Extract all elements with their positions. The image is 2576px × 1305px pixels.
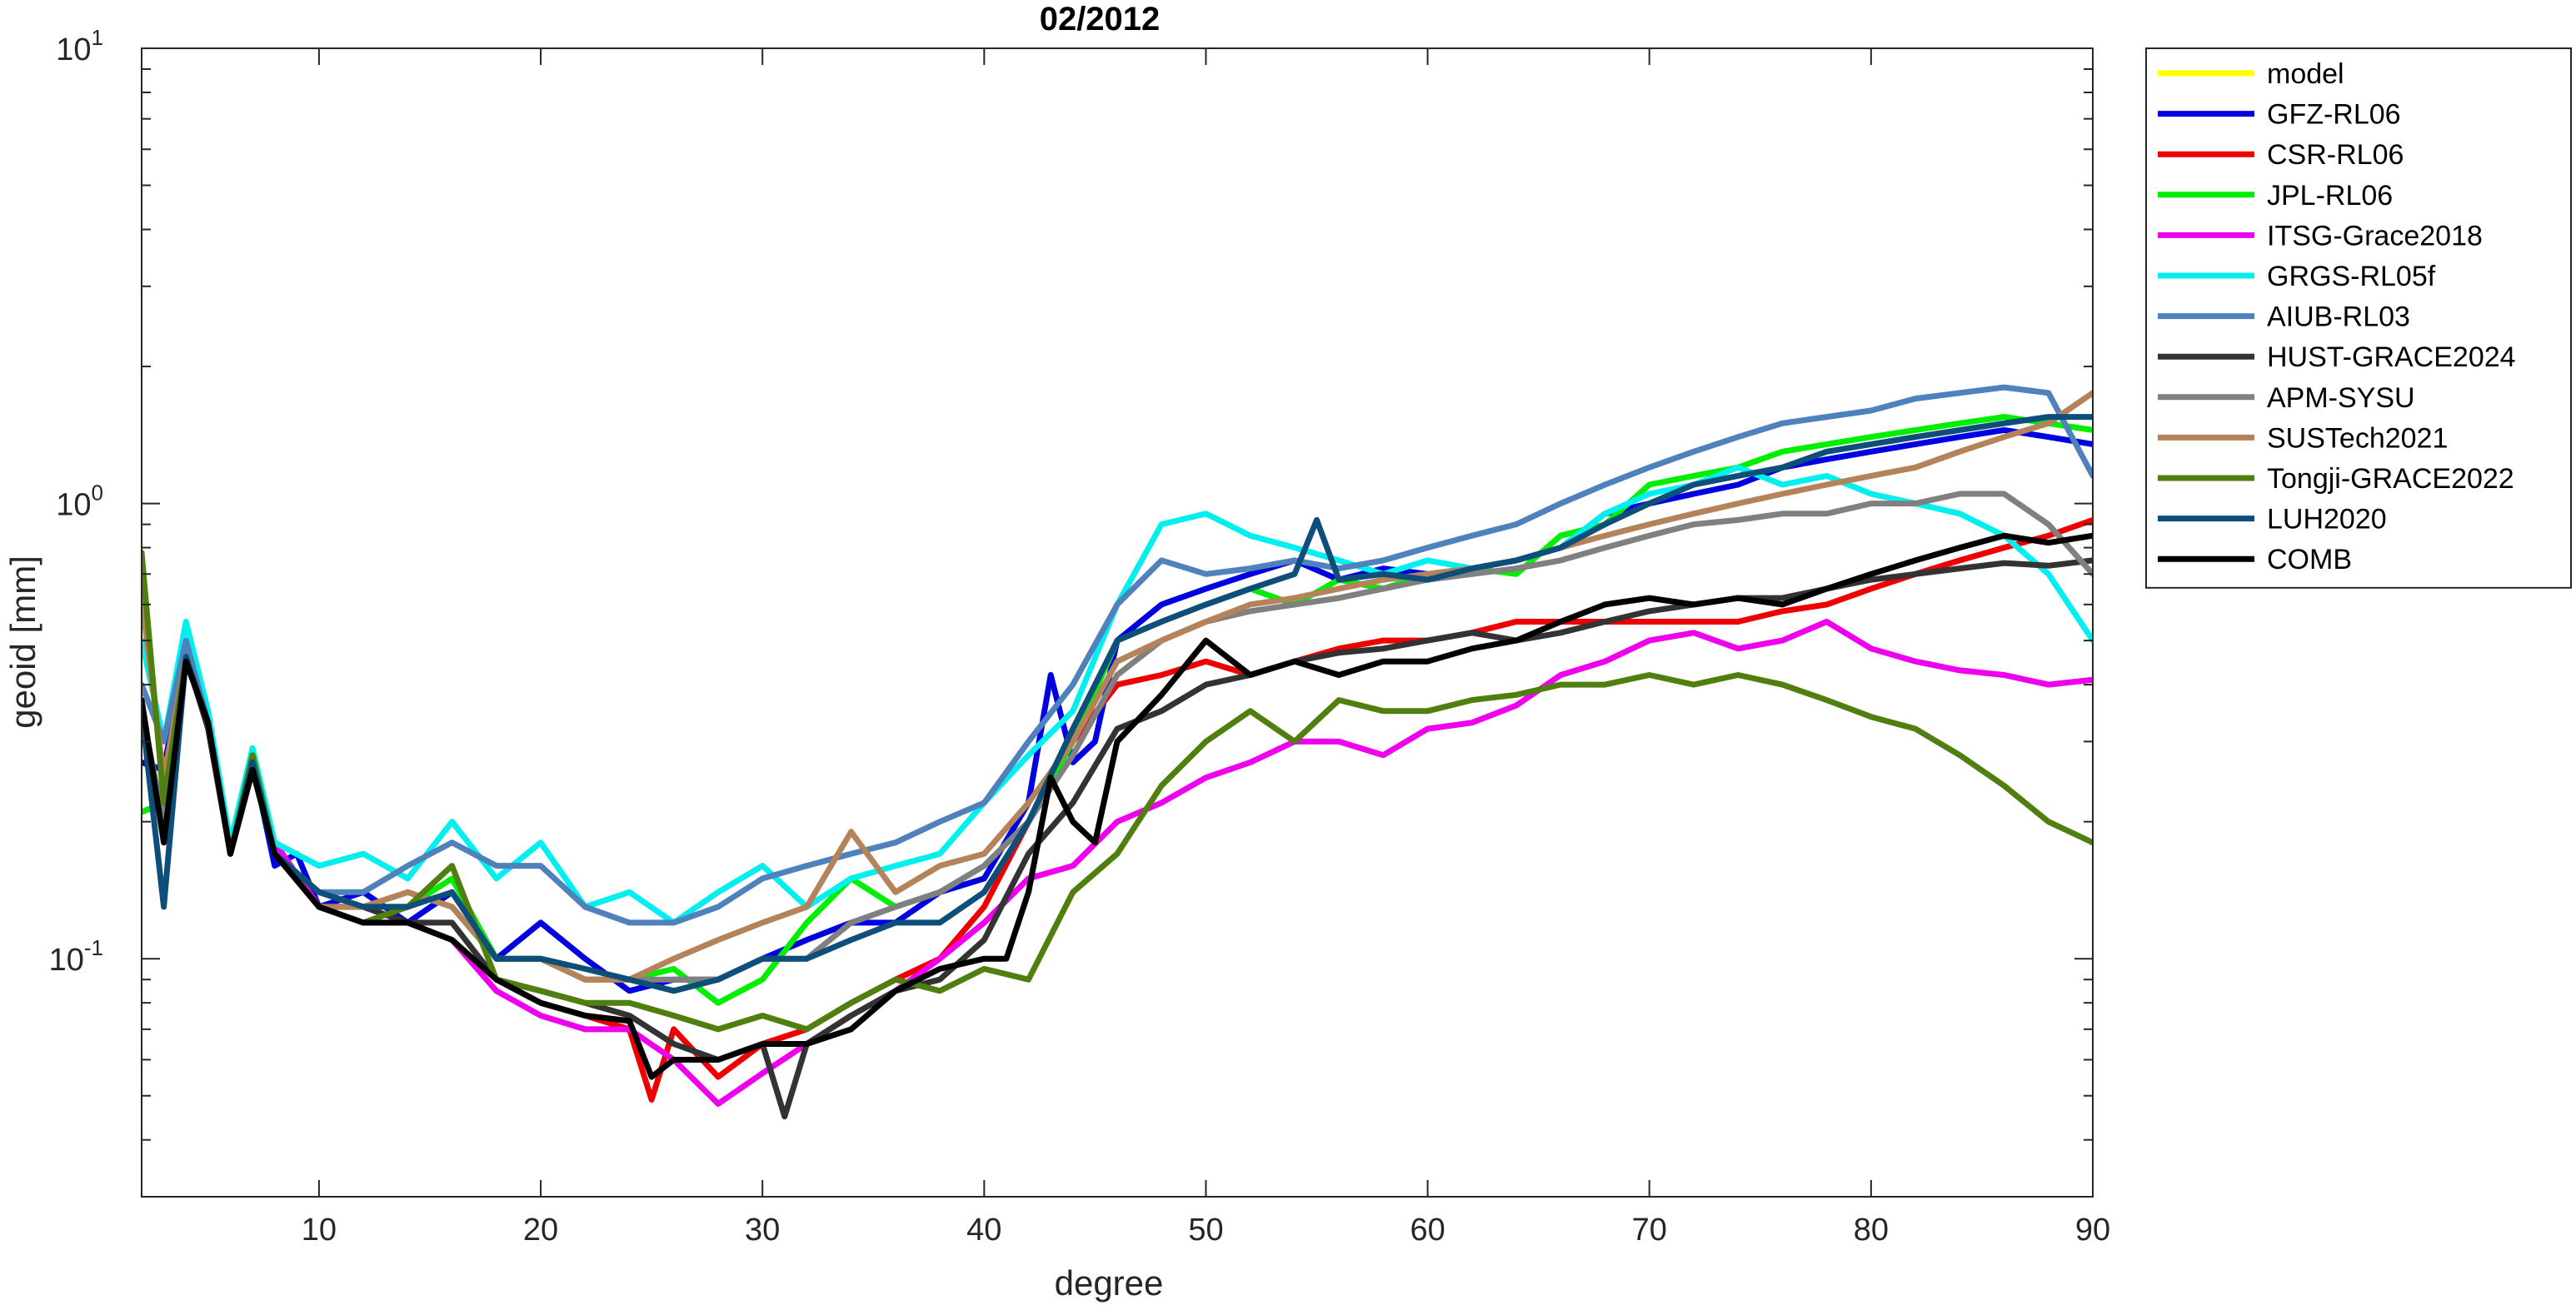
x-tick-label: 70 xyxy=(1632,1213,1667,1248)
legend-label-aiub-rl03: AIUB-RL03 xyxy=(2267,301,2410,333)
x-tick-label: 60 xyxy=(1410,1213,1445,1248)
legend-label-grgs-rl05f: GRGS-RL05f xyxy=(2267,261,2436,292)
x-tick-label: 20 xyxy=(523,1213,558,1248)
series-line-gfz-rl06 xyxy=(142,426,2093,994)
legend-label-hust-grace2024: HUST-GRACE2024 xyxy=(2267,341,2516,373)
y-axis-label: geoid [mm] xyxy=(3,555,42,729)
legend-label-luh2020: LUH2020 xyxy=(2267,504,2387,535)
legend-label-gfz-rl06: GFZ-RL06 xyxy=(2267,99,2401,131)
x-tick-label: 10 xyxy=(302,1213,337,1248)
legend-label-csr-rl06: CSR-RL06 xyxy=(2267,139,2404,171)
legend-label-apm-sysu: APM-SYSU xyxy=(2267,382,2415,414)
x-axis-label: degree xyxy=(1055,1263,1164,1303)
series-lines xyxy=(142,384,2093,1120)
legend-label-model: model xyxy=(2267,58,2344,90)
y-tick-label: 101 xyxy=(56,25,103,67)
x-tick-label: 40 xyxy=(966,1213,1001,1248)
series-line-luh2020 xyxy=(142,414,2093,994)
legend-label-itsg-grace2018: ITSG-Grace2018 xyxy=(2267,220,2483,252)
series-line-comb xyxy=(142,532,2093,1080)
x-tick-label: 90 xyxy=(2075,1213,2110,1248)
chart-title: 02/2012 xyxy=(1040,1,1161,37)
plot-frame xyxy=(141,47,2094,1198)
series-line-grgs-rl05f xyxy=(142,464,2093,926)
legend-label-tongji-grace2022: Tongji-GRACE2022 xyxy=(2267,463,2514,495)
legend-label-jpl-rl06: JPL-RL06 xyxy=(2267,180,2393,212)
series-line-aiub-rl03 xyxy=(142,384,2093,926)
x-tick-label: 30 xyxy=(745,1213,780,1248)
x-tick-label: 80 xyxy=(1854,1213,1889,1248)
legend: model GFZ-RL06 CSR-RL06 JPL-RL06 ITSG-Grace2… xyxy=(2145,47,2572,589)
y-tick-label: 100 xyxy=(56,481,103,523)
y-tick-label: 10-1 xyxy=(49,935,103,978)
legend-label-sustech2021: SUSTech2021 xyxy=(2267,422,2448,454)
x-tick-label: 50 xyxy=(1188,1213,1223,1248)
plot-area: 10 20 30 40 50 60 70 80 90 101 100 10-1 xyxy=(49,25,2111,1248)
legend-label-comb: COMB xyxy=(2267,544,2352,575)
